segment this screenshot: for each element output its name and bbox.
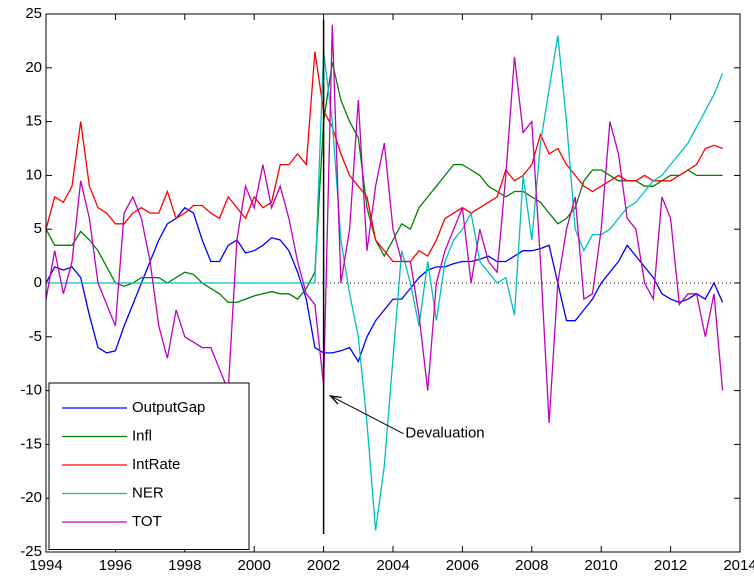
y-tick-label: 25 (25, 5, 42, 22)
y-tick-label: 5 (34, 220, 42, 237)
x-tick-label: 1994 (29, 557, 62, 574)
x-tick-label: 2008 (515, 557, 548, 574)
x-tick-label: 2014 (723, 557, 754, 574)
legend-label: Infl (132, 427, 152, 444)
x-tick-label: 2004 (376, 557, 409, 574)
x-tick-label: 2010 (585, 557, 618, 574)
x-tick-label: 2012 (654, 557, 687, 574)
y-tick-label: -5 (29, 328, 42, 345)
annotation: Devaluation (405, 425, 484, 442)
y-tick-label: 20 (25, 59, 42, 76)
x-tick-label: 1996 (99, 557, 132, 574)
legend-label: IntRate (132, 456, 180, 473)
y-tick-label: -15 (20, 435, 42, 452)
y-tick-label: 10 (25, 166, 42, 183)
series-line (45, 62, 723, 304)
series-line (45, 24, 724, 423)
legend-label: OutputGap (132, 399, 205, 416)
y-tick-label: 15 (25, 113, 42, 130)
series-line (45, 51, 723, 263)
legend: OutputGap Infl IntRate NER TOT (48, 382, 250, 550)
y-tick-label: 0 (34, 274, 42, 291)
plot-frame (45, 13, 741, 553)
y-tick-label: -10 (20, 382, 42, 399)
arrow-head (328, 395, 342, 405)
series-line (45, 206, 724, 363)
x-tick-label: 1998 (168, 557, 201, 574)
annotation-arrow (330, 395, 404, 435)
x-tick-label: 2006 (446, 557, 479, 574)
y-tick-label: -25 (20, 543, 42, 560)
legend-label: NER (132, 484, 164, 501)
series-line (46, 35, 724, 531)
x-tick-label: 2002 (307, 557, 340, 574)
y-tick-label: -20 (20, 489, 42, 506)
legend-label: TOT (132, 513, 162, 530)
x-tick-label: 2000 (238, 557, 271, 574)
